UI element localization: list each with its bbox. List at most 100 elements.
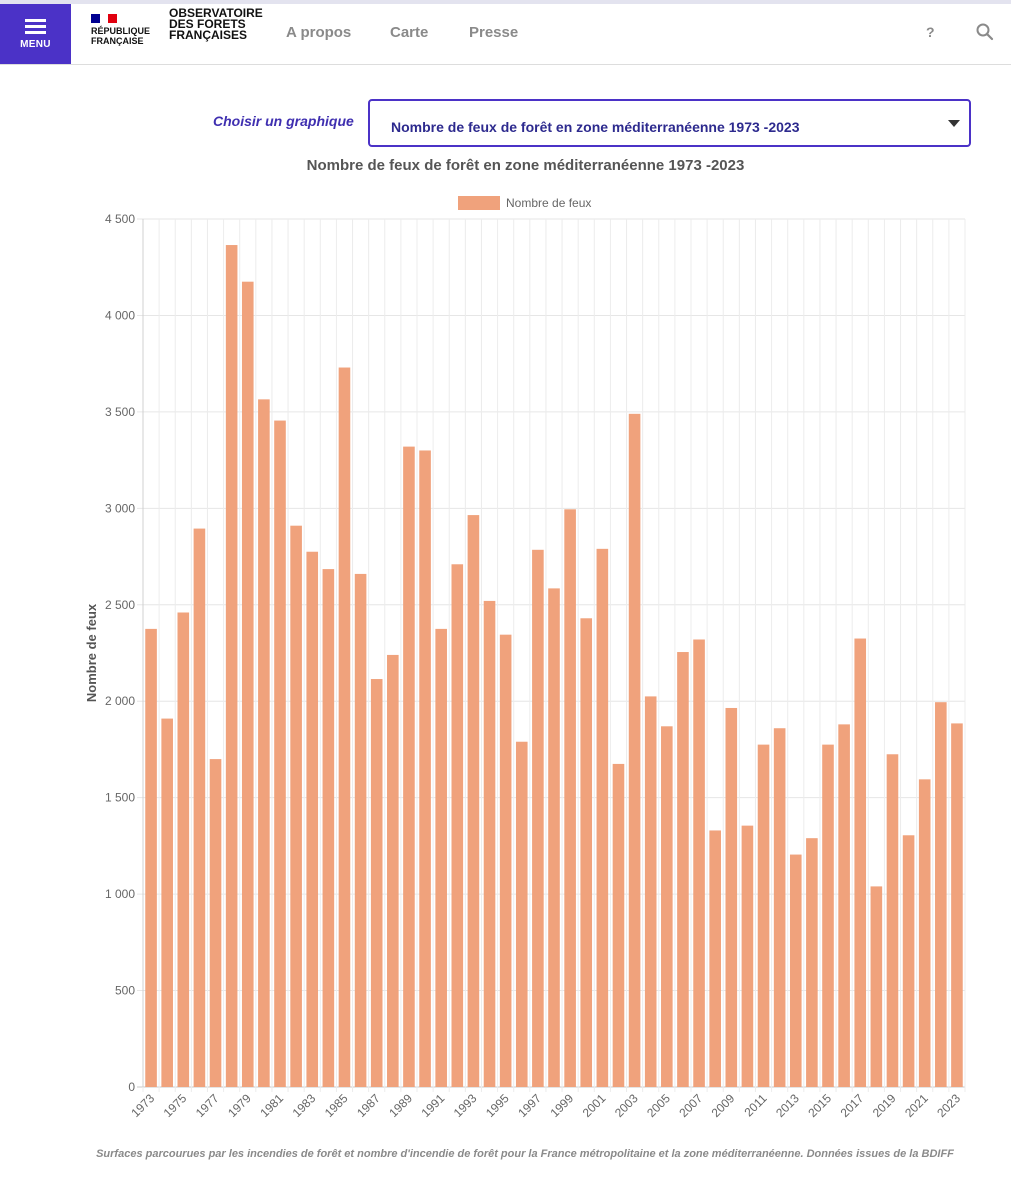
bar-2008 [709,830,721,1087]
x-tick-label: 1987 [354,1091,383,1120]
bar-1974 [161,718,173,1087]
x-tick-label: 1995 [483,1091,512,1120]
bar-1979 [241,281,254,1087]
x-tick-label: 1973 [128,1091,157,1120]
bar-2019 [886,754,899,1087]
x-tick-label: 2013 [773,1091,802,1120]
site-name-line-3: FRANÇAISES [169,28,248,42]
y-tick-label: 500 [115,984,135,998]
bar-1984 [322,569,335,1087]
french-flag-icon [91,14,118,23]
bar-1990 [419,450,431,1087]
x-tick-label: 1997 [515,1091,544,1120]
bar-1997 [532,549,544,1087]
bar-1987 [370,679,383,1087]
bar-2007 [693,639,705,1087]
x-tick-label: 1999 [547,1091,576,1120]
bar-1986 [354,573,367,1087]
x-tick-label: 1979 [225,1091,254,1120]
y-tick-label: 1 500 [105,791,135,805]
bar-1978 [225,245,238,1088]
legend-label: Nombre de feux [506,196,591,210]
x-tick-label: 2011 [741,1091,769,1119]
bar-2016 [838,724,850,1087]
nav-presse[interactable]: Presse [469,24,519,41]
bar-1983 [306,551,319,1087]
site-name-line-2: DES FORETS [169,17,246,31]
chevron-down-icon [948,120,960,127]
bar-1977 [209,759,222,1087]
bar-1985 [338,367,351,1088]
menu-button[interactable]: MENU [0,4,71,64]
site-header: MENU RÉPUBLIQUE FRANÇAISE OBSERVATOIRE D… [0,4,1011,65]
bar-1998 [548,588,560,1087]
x-tick-label: 1985 [322,1091,351,1120]
chart-select[interactable]: Nombre de feux de forêt en zone méditerr… [368,99,971,147]
search-icon[interactable] [975,22,995,42]
x-tick-label: 2019 [870,1091,899,1120]
nav-a-propos[interactable]: A propos [286,24,352,41]
y-tick-label: 3 000 [105,501,135,515]
menu-label: MENU [20,39,51,50]
x-tick-label: 1991 [419,1091,448,1120]
bar-1975 [177,612,190,1087]
y-tick-label: 1 000 [105,887,135,901]
site-name-line-1: OBSERVATOIRE [169,6,263,20]
x-tick-label: 1983 [290,1091,319,1120]
site-name[interactable]: OBSERVATOIRE DES FORETS FRANÇAISES [169,6,279,42]
x-tick-label: 2003 [612,1091,641,1120]
bar-2022 [935,702,947,1087]
y-tick-label: 0 [128,1080,135,1094]
y-tick-label: 3 500 [105,405,135,419]
bar-2023 [951,723,963,1087]
bar-2005 [661,726,673,1087]
nav-carte[interactable]: Carte [390,24,429,41]
x-tick-label: 1981 [257,1091,286,1120]
y-axis-label: Nombre de feux [84,603,99,702]
bar-2015 [822,744,834,1087]
bar-2006 [677,652,689,1087]
bar-1973 [145,628,157,1087]
x-tick-label: 2001 [580,1091,609,1120]
bar-chart: 0 500 1 000 1 500 2 000 2 500 3 000 3 500 4 000 4… [84,196,966,1120]
x-tick-label: 1989 [386,1091,415,1120]
logo-line-1: RÉPUBLIQUE [91,26,151,36]
bar-1989 [403,446,415,1087]
help-icon[interactable]: ? [926,24,935,40]
x-tick-label: 2021 [902,1091,931,1120]
logo-line-2: FRANÇAISE [91,36,144,46]
x-tick-label: 2009 [709,1091,738,1120]
bar-2011 [757,744,770,1087]
chart-chooser-label: Choisir un graphique [213,113,354,129]
bar-1982 [290,525,302,1087]
bar-1994 [483,600,496,1087]
bar-2020 [902,835,915,1087]
bar-1988 [387,654,399,1087]
bar-2004 [644,696,657,1087]
bar-2014 [806,838,818,1087]
x-tick-label: 1977 [193,1091,222,1120]
chart-caption: Surfaces parcourues par les incendies de… [96,1148,954,1160]
y-tick-label: 2 000 [105,694,135,708]
bar-2009 [725,707,738,1087]
x-tick-label: 1993 [451,1091,480,1120]
bar-1991 [435,628,447,1087]
y-tick-label: 4 000 [105,308,135,322]
bar-1980 [258,399,270,1088]
bar-1996 [515,741,528,1087]
bar-1995 [499,634,512,1087]
bar-2013 [789,854,802,1087]
y-tick-label: 4 500 [105,212,135,226]
x-tick-label: 1975 [161,1091,190,1120]
bar-2010 [741,825,754,1087]
bar-2003 [628,413,641,1088]
x-tick-label: 2015 [805,1091,834,1120]
hamburger-icon [25,19,46,34]
republique-francaise-logo[interactable]: RÉPUBLIQUE FRANÇAISE [91,14,163,58]
bar-2000 [580,618,593,1087]
bar-2012 [773,728,786,1087]
bar-2017 [854,638,867,1087]
legend-swatch [458,196,500,210]
bar-2018 [870,886,883,1087]
